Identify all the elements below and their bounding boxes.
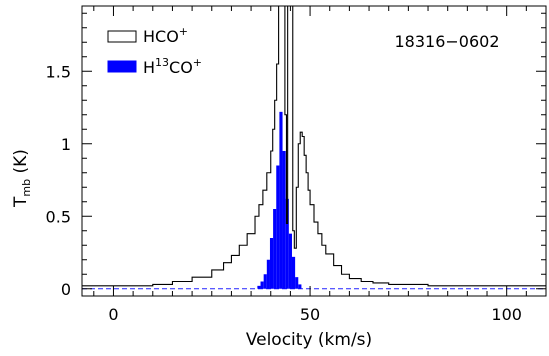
h13co-bar xyxy=(260,281,264,289)
h13co-bar xyxy=(276,165,280,289)
legend-swatch-h13co xyxy=(107,60,137,73)
x-axis-label: Velocity (km/s) xyxy=(246,330,372,350)
legend-h13co-sup2: + xyxy=(193,56,202,69)
legend-hco-name: HCO xyxy=(143,27,179,46)
legend-hco-sup: + xyxy=(179,25,188,38)
svg-text:Tmb (K): Tmb (K) xyxy=(11,149,33,208)
y-tick-label: 1.5 xyxy=(46,62,71,81)
h13co-bar xyxy=(298,284,302,289)
h13co-bar xyxy=(282,151,286,289)
axes-layer: 0 50 100 0 0.5 1 1.5 xyxy=(46,5,547,324)
legend-h13co-mid: CO xyxy=(169,58,193,77)
x-tick-label: 50 xyxy=(300,305,320,324)
legend-swatch-hco xyxy=(107,30,137,43)
h13co-bar xyxy=(288,233,292,289)
h13co-bar xyxy=(257,285,261,289)
plot-layer xyxy=(82,5,546,290)
x-tick-label: 0 xyxy=(108,305,118,324)
h13co-bar xyxy=(291,256,296,289)
h13co-bar xyxy=(279,111,283,289)
x-tick-label: 100 xyxy=(491,305,522,324)
h13co-bar xyxy=(295,277,299,289)
y-tick-label: 0 xyxy=(61,280,71,299)
h13co-bar xyxy=(266,259,270,289)
h13co-bar xyxy=(263,274,267,289)
h13co-bar xyxy=(273,209,277,289)
y-axis-label-unit: (K) xyxy=(11,149,31,173)
legend-label-h13co: H13CO+ xyxy=(143,56,202,77)
legend: HCO+ H13CO+ xyxy=(107,25,202,77)
source-annotation: 18316−0602 xyxy=(394,32,499,51)
h13co-bar xyxy=(269,238,274,289)
legend-label-hco: HCO+ xyxy=(143,25,188,46)
y-axis-label-main: T xyxy=(11,196,31,208)
plot-frame xyxy=(81,5,547,297)
legend-h13co-sup: 13 xyxy=(155,56,169,69)
legend-h13co-name: H xyxy=(143,58,155,77)
y-tick-label: 1 xyxy=(61,135,71,154)
y-axis-label: Tmb (K) xyxy=(11,149,33,208)
h13co-bar xyxy=(285,198,289,289)
y-axis-label-sub: mb xyxy=(20,179,33,197)
y-tick-label: 0.5 xyxy=(46,207,71,226)
